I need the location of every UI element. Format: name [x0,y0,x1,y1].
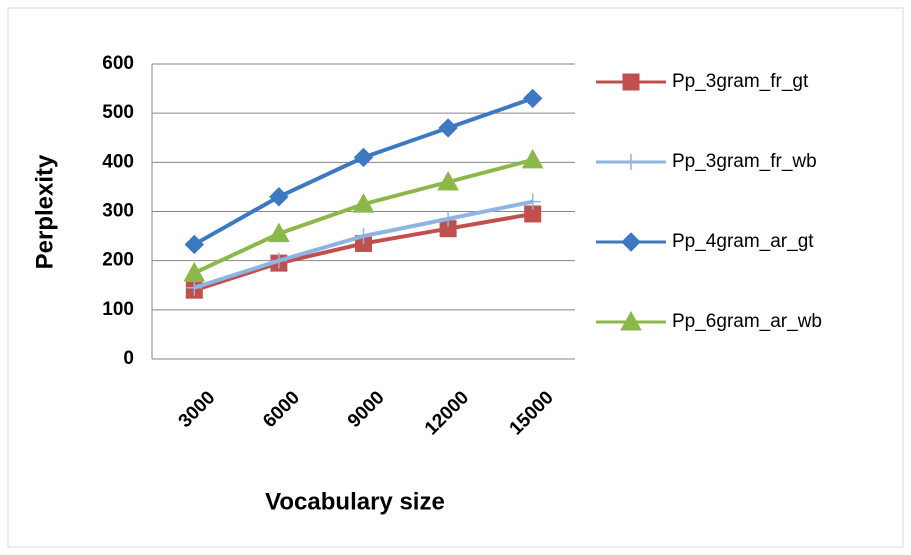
legend-label: Pp_4gram_ar_gt [672,231,814,252]
legend-marker [621,232,641,252]
y-tick-label: 100 [102,299,134,320]
legend-label: Pp_3gram_fr_gt [672,71,809,92]
y-tick-label: 400 [102,151,134,172]
y-tick-label: 0 [123,348,134,369]
legend-item: Pp_4gram_ar_gt [596,231,814,252]
y-tick-label: 600 [102,53,134,74]
y-axis-title: Perplexity [31,154,58,269]
data-point [269,187,289,207]
legend-item: Pp_6gram_ar_wb [596,310,822,332]
legend-marker [623,154,639,170]
legend-marker [620,310,642,331]
data-point [183,261,206,282]
legend-marker [622,73,640,91]
data-point [438,118,458,138]
legend-item: Pp_3gram_fr_gt [596,71,809,92]
data-point [184,234,205,255]
data-point [355,228,372,245]
y-tick-label: 200 [102,250,134,271]
data-point [524,193,541,210]
data-point [186,279,203,296]
data-point [352,193,375,213]
legend-item: Pp_3gram_fr_wb [596,151,817,172]
legend-label: Pp_6gram_ar_wb [672,311,822,332]
data-point [353,147,374,168]
data-point [521,148,544,169]
y-tick-label: 500 [102,102,134,123]
y-tick-label: 300 [102,201,134,222]
data-point [268,222,290,243]
data-point [522,88,543,109]
x-axis-title: Vocabulary size [265,488,445,515]
legend-label: Pp_3gram_fr_wb [672,151,817,172]
data-point [270,252,287,269]
data-point [440,210,457,227]
chart-frame [7,7,904,548]
data-point [437,170,459,191]
